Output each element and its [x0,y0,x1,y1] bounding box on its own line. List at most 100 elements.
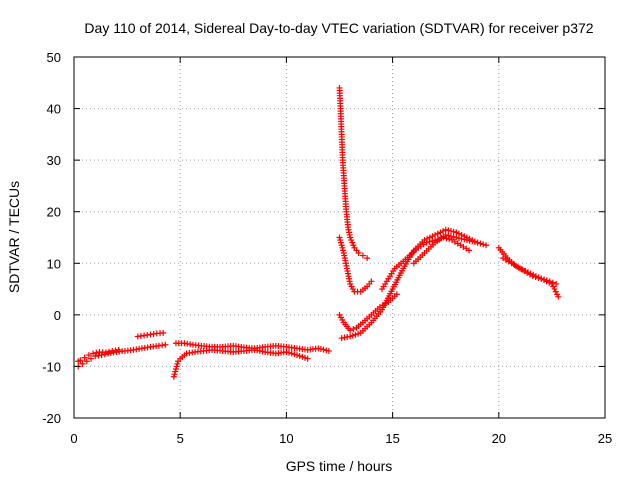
y-tick-label: 0 [54,308,61,323]
data-point [446,236,453,243]
data-point [525,269,532,276]
data-point [355,249,362,256]
data-point [320,346,327,353]
data-point [453,229,460,236]
data-point [315,345,322,352]
y-tick-label: -10 [42,359,61,374]
x-tick-label: 25 [598,431,612,446]
data-point [81,354,88,361]
x-tick-label: 0 [70,431,77,446]
data-point [301,354,308,361]
x-tick-label: 20 [492,431,506,446]
data-point [471,239,478,246]
data-points [75,84,562,380]
data-point [98,352,105,359]
y-tick-label: 20 [47,205,61,220]
data-point [352,331,359,338]
data-point [543,278,550,285]
data-point [288,350,295,357]
data-point [477,240,484,247]
y-tick-label: -20 [42,411,61,426]
data-point [480,241,487,248]
data-point [87,355,94,362]
data-point [469,238,476,245]
data-point [350,326,357,333]
y-tick-label: 40 [47,102,61,117]
data-point [450,228,457,235]
data-point [448,228,455,235]
y-axis-label: SDTVAR / TECUs [6,181,22,293]
data-point [432,231,439,238]
data-point [466,237,473,244]
data-point [434,230,441,237]
x-axis-label: GPS time / hours [286,458,393,474]
data-point [77,357,84,364]
data-point [448,233,455,240]
data-point [299,353,306,360]
data-point [79,360,86,367]
data-point [286,349,293,356]
data-point [93,349,100,356]
data-point [450,233,457,240]
data-point [535,274,542,281]
axis-ticks [73,56,606,419]
data-point [532,273,539,280]
data-point [461,236,468,243]
data-point [325,347,332,354]
data-point [85,352,92,359]
data-point [474,239,481,246]
data-point [463,237,470,244]
chart-title: Day 110 of 2014, Sidereal Day-to-day VTE… [84,20,593,36]
data-point [458,235,465,242]
data-point [517,265,524,272]
x-tick-label: 5 [177,431,184,446]
y-tick-labels: -20 -10 0 10 20 30 40 50 [42,50,61,426]
data-point [538,275,545,282]
data-point [393,291,400,298]
data-point [347,327,354,334]
data-point [160,329,167,336]
data-point [294,352,301,359]
data-point [445,227,452,234]
data-point [115,346,122,353]
data-point [83,358,90,365]
data-point [519,266,526,273]
data-point [466,247,473,254]
data-point [317,346,324,353]
data-point [442,226,449,233]
data-point [546,279,553,286]
data-point [162,341,169,348]
x-tick-labels: 0 5 10 15 20 25 [70,431,612,446]
x-tick-label: 15 [385,431,399,446]
data-point [555,293,562,300]
y-tick-label: 50 [47,50,61,65]
data-point [442,231,449,238]
data-point [359,252,366,259]
x-tick-label: 10 [279,431,293,446]
data-point [437,229,444,236]
data-point [440,228,447,235]
data-point [426,238,433,245]
data-point [368,278,375,285]
data-point [347,333,354,340]
data-point [349,332,356,339]
data-point [540,277,547,284]
data-point [483,242,490,249]
data-point [355,330,362,337]
y-tick-label: 30 [47,153,61,168]
y-tick-label: 10 [47,256,61,271]
data-point [453,234,460,241]
data-point [522,268,529,275]
data-point [364,255,371,262]
data-point [102,349,109,356]
data-point [323,347,330,354]
grid [74,57,605,418]
data-point [283,348,290,355]
plot-frame [73,56,606,419]
data-point [90,350,97,357]
data-point [530,271,537,278]
data-point [527,270,534,277]
data-point [455,235,462,242]
data-point [304,355,311,362]
